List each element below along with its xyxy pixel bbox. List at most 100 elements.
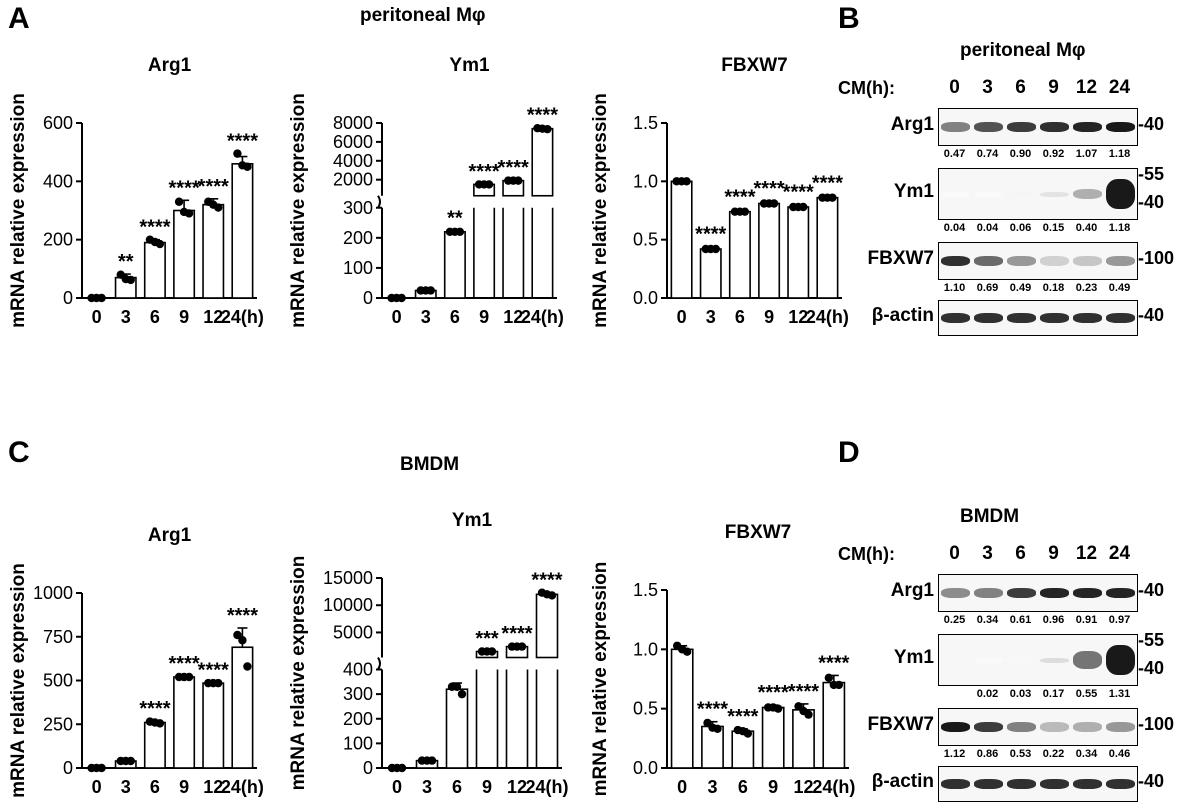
protein-band bbox=[1007, 313, 1036, 323]
mw-marker: -40 bbox=[1138, 580, 1165, 600]
protein-label: β-actin bbox=[871, 305, 934, 326]
x-tick-label: 6 bbox=[150, 777, 160, 797]
protein-band bbox=[1007, 256, 1036, 266]
bar bbox=[761, 706, 785, 769]
protein-band bbox=[1106, 779, 1135, 789]
protein-band bbox=[974, 722, 1003, 732]
protein-band bbox=[1073, 188, 1102, 200]
y-tick-label: 10000 bbox=[323, 595, 373, 615]
data-point bbox=[711, 244, 720, 254]
y-axis-label: mRNA relative expression bbox=[8, 93, 29, 328]
bar-lower bbox=[475, 669, 499, 768]
chart-title: Arg1 bbox=[148, 525, 192, 546]
significance-label: **** bbox=[818, 652, 849, 674]
protein-band bbox=[1073, 651, 1102, 669]
chart-title: FBXW7 bbox=[721, 55, 788, 76]
x-tick-label: 24(h) bbox=[812, 777, 855, 797]
timepoint-label: 9 bbox=[1048, 77, 1059, 98]
quant-value: 0.03 bbox=[1009, 688, 1032, 700]
protein-band bbox=[1106, 588, 1135, 598]
x-tick-label: 0 bbox=[92, 307, 102, 327]
panel-letter-d: D bbox=[838, 436, 860, 469]
y-tick-label: 750 bbox=[43, 627, 73, 647]
blot-image bbox=[938, 108, 1138, 146]
data-point bbox=[238, 636, 247, 645]
data-point bbox=[804, 710, 813, 719]
axis-break-mark bbox=[377, 195, 381, 209]
protein-label: Arg1 bbox=[890, 114, 934, 135]
x-tick-label: 3 bbox=[707, 777, 717, 797]
x-tick-label: 3 bbox=[706, 307, 716, 327]
bar bbox=[173, 676, 196, 769]
y-tick-label: 0.5 bbox=[633, 230, 658, 250]
data-point bbox=[682, 647, 692, 656]
data-point bbox=[743, 729, 753, 738]
x-tick-label: 9 bbox=[482, 777, 492, 797]
bar bbox=[787, 206, 810, 299]
data-point bbox=[543, 124, 552, 134]
bar bbox=[202, 203, 225, 299]
quant-value: 0.74 bbox=[976, 148, 999, 160]
protein-label: FBXW7 bbox=[867, 248, 935, 269]
protein-band bbox=[974, 313, 1003, 323]
protein-band bbox=[941, 191, 970, 197]
data-point bbox=[452, 682, 462, 691]
quant-value: 0.18 bbox=[1042, 282, 1065, 294]
timepoint-label: 3 bbox=[982, 77, 993, 98]
x-tick-label: 6 bbox=[738, 777, 748, 797]
y-tick-label: 0 bbox=[63, 288, 73, 308]
bar bbox=[443, 231, 466, 299]
mw-marker: -100 bbox=[1138, 248, 1175, 268]
protein-band bbox=[1106, 645, 1135, 675]
chart-title: Ym1 bbox=[452, 510, 493, 531]
data-point bbox=[126, 275, 135, 285]
x-tick-label: 12 bbox=[788, 307, 808, 327]
y-axis-label: mRNA relative expression bbox=[590, 93, 611, 328]
quant-value: 0.49 bbox=[1108, 282, 1131, 294]
bar bbox=[231, 163, 254, 299]
bar bbox=[173, 209, 196, 299]
quant-value: 0.91 bbox=[1075, 614, 1098, 626]
y-tick-label: 8000 bbox=[333, 113, 373, 133]
protein-label: Ym1 bbox=[893, 647, 934, 668]
data-point bbox=[457, 689, 467, 699]
protein-band bbox=[1073, 722, 1102, 732]
significance-label: **** bbox=[498, 157, 529, 179]
significance-label: **** bbox=[469, 161, 500, 183]
significance-label: **** bbox=[198, 659, 229, 681]
timepoint-label: 9 bbox=[1048, 543, 1059, 564]
y-tick-label: 100 bbox=[343, 733, 373, 753]
protein-band bbox=[1040, 122, 1069, 132]
mw-marker: -100 bbox=[1138, 714, 1175, 734]
y-tick-label: 2000 bbox=[333, 170, 373, 190]
bar bbox=[535, 593, 559, 659]
chart-title: Ym1 bbox=[449, 55, 490, 76]
mw-marker: -40 bbox=[1138, 658, 1165, 678]
y-tick-label: 600 bbox=[43, 113, 73, 133]
quant-value: 0.61 bbox=[1009, 614, 1032, 626]
y-tick-label: 15000 bbox=[323, 568, 373, 588]
bar bbox=[445, 688, 469, 769]
quant-value: 0.23 bbox=[1075, 282, 1098, 294]
x-tick-label: 24(h) bbox=[521, 307, 564, 327]
protein-band bbox=[1073, 313, 1102, 323]
protein-band bbox=[1007, 122, 1036, 132]
data-point bbox=[824, 673, 834, 683]
significance-label: ** bbox=[447, 207, 463, 229]
mw-marker: -40 bbox=[1138, 771, 1165, 791]
significance-label: **** bbox=[501, 623, 532, 645]
x-tick-label: 0 bbox=[677, 307, 687, 327]
x-tick-label: 9 bbox=[479, 307, 489, 327]
x-tick-label: 3 bbox=[121, 307, 131, 327]
bar bbox=[143, 721, 166, 769]
significance-label: ** bbox=[118, 251, 134, 273]
significance-label: **** bbox=[198, 176, 229, 198]
blot-image bbox=[938, 708, 1138, 746]
chart-ym1-bmdm: 0 100 200 300 400 5000 10000 15000 Ym1 mRNA relat… bbox=[288, 510, 569, 797]
y-tick-label: 0.5 bbox=[633, 699, 658, 719]
quant-value: 0.02 bbox=[976, 688, 999, 700]
quant-value: 0.47 bbox=[943, 148, 966, 160]
y-tick-label: 1.5 bbox=[633, 580, 658, 600]
quant-value: 0.22 bbox=[1042, 748, 1065, 760]
x-tick-label: 6 bbox=[735, 307, 745, 327]
